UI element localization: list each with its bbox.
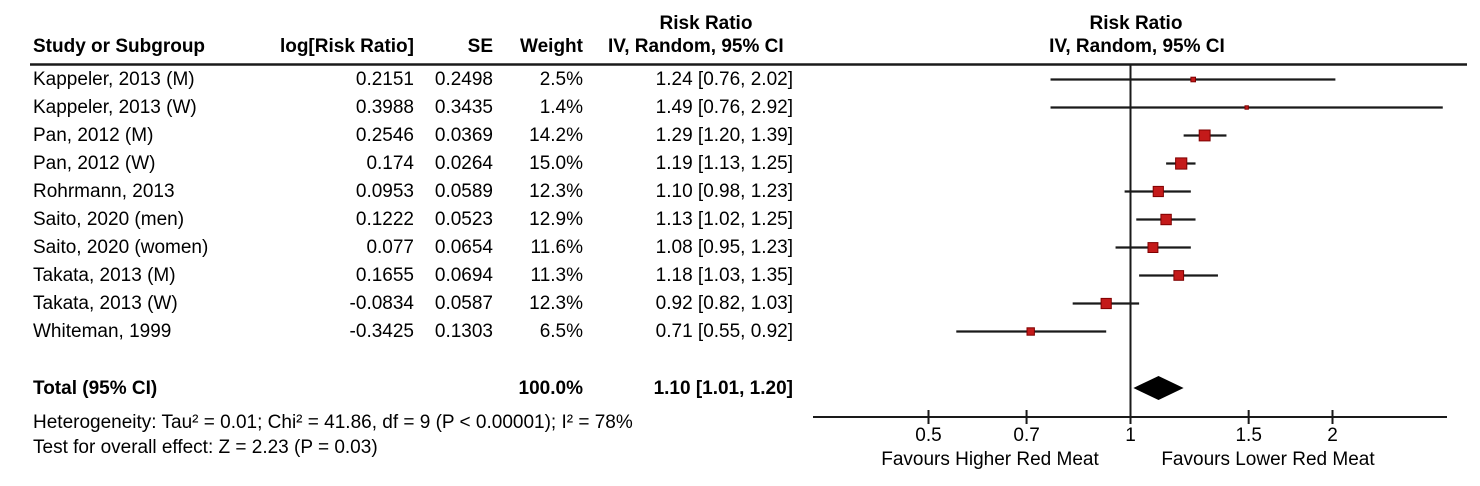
- heterogeneity-text: Heterogeneity: Tau² = 0.01; Chi² = 41.86…: [33, 412, 633, 433]
- study-label: Kappeler, 2013 (M): [33, 68, 195, 90]
- study-label: Takata, 2013 (M): [33, 264, 176, 286]
- study-marker: [1198, 129, 1211, 142]
- se-value: 0.0264: [434, 152, 493, 174]
- ci-text: 1.18 [1.03, 1.35]: [655, 264, 793, 286]
- axis-tick-label: 0.5: [915, 425, 942, 446]
- log-rr-value: 0.1222: [355, 208, 414, 230]
- log-rr-value: 0.2546: [355, 124, 414, 146]
- axis-tick-label: 2: [1327, 425, 1338, 446]
- weight-value: 11.6%: [530, 236, 583, 258]
- favours-right-label: Favours Lower Red Meat: [1161, 449, 1375, 470]
- weight-value: 6.5%: [539, 320, 583, 342]
- weight-value: 12.3%: [529, 292, 583, 314]
- axis-tick-label: 0.7: [1013, 425, 1040, 446]
- table-effect-header-line1: Risk Ratio: [659, 13, 753, 34]
- ci-text: 1.08 [0.95, 1.23]: [655, 236, 793, 258]
- study-label: Pan, 2012 (M): [33, 124, 154, 146]
- study-label: Kappeler, 2013 (W): [33, 96, 197, 118]
- plot-header-line2: IV, Random, 95% CI: [1049, 36, 1225, 57]
- study-marker: [1190, 76, 1197, 83]
- study-label: Rohrmann, 2013: [33, 180, 175, 202]
- study-marker: [1026, 327, 1035, 336]
- overall-effect-text: Test for overall effect: Z = 2.23 (P = 0…: [33, 437, 378, 458]
- study-marker: [1173, 270, 1185, 281]
- column-header-effect-ci: IV, Random, 95% CI: [608, 36, 784, 57]
- weight-value: 15.0%: [529, 152, 583, 174]
- column-header-log-risk-ratio: log[Risk Ratio]: [279, 36, 414, 57]
- column-header-study: Study or Subgroup: [33, 36, 206, 57]
- ci-text: 0.71 [0.55, 0.92]: [655, 320, 793, 342]
- column-header-weight: Weight: [520, 36, 583, 57]
- se-value: 0.0369: [434, 124, 493, 146]
- se-value: 0.0523: [434, 208, 493, 230]
- study-label: Saito, 2020 (men): [33, 208, 185, 230]
- axis-tick-label: 1: [1125, 425, 1136, 446]
- se-value: 0.0589: [434, 180, 493, 202]
- total-label: Total (95% CI): [33, 378, 158, 399]
- ci-text: 1.10 [0.98, 1.23]: [655, 180, 793, 202]
- ci-text: 0.92 [0.82, 1.03]: [655, 292, 793, 314]
- weight-value: 11.3%: [530, 264, 583, 286]
- plot-header-line1: Risk Ratio: [1089, 13, 1183, 34]
- ci-text: 1.29 [1.20, 1.39]: [655, 124, 793, 146]
- study-label: Takata, 2013 (W): [33, 292, 178, 314]
- study-marker: [1152, 185, 1164, 198]
- se-value: 0.0694: [434, 264, 493, 286]
- weight-value: 12.3%: [529, 180, 583, 202]
- log-rr-value: 0.174: [366, 152, 414, 174]
- total-diamond: [1133, 376, 1184, 400]
- study-marker: [1244, 105, 1249, 110]
- ci-text: 1.19 [1.13, 1.25]: [655, 152, 793, 174]
- se-value: 0.0587: [434, 292, 493, 314]
- study-marker: [1160, 213, 1172, 226]
- log-rr-value: -0.3425: [349, 320, 414, 342]
- study-label: Whiteman, 1999: [33, 320, 172, 342]
- ci-text: 1.49 [0.76, 2.92]: [655, 96, 793, 118]
- log-rr-value: 0.3988: [355, 96, 414, 118]
- weight-value: 2.5%: [539, 68, 583, 90]
- column-header-se: SE: [467, 36, 493, 57]
- log-rr-value: 0.2151: [355, 68, 414, 90]
- se-value: 0.3435: [434, 96, 493, 118]
- log-rr-value: 0.1655: [355, 264, 414, 286]
- weight-value: 1.4%: [539, 96, 583, 118]
- total-weight-value: 100.0%: [518, 378, 583, 399]
- axis-tick-label: 1.5: [1235, 425, 1262, 446]
- total-ci-text: 1.10 [1.01, 1.20]: [653, 378, 793, 399]
- favours-left-label: Favours Higher Red Meat: [881, 449, 1099, 470]
- study-marker: [1100, 297, 1112, 310]
- weight-value: 12.9%: [529, 208, 583, 230]
- study-label: Saito, 2020 (women): [33, 236, 209, 258]
- se-value: 0.2498: [434, 68, 493, 90]
- log-rr-value: -0.0834: [349, 292, 414, 314]
- ci-text: 1.24 [0.76, 2.02]: [655, 68, 793, 90]
- weight-value: 14.2%: [529, 124, 583, 146]
- log-rr-value: 0.077: [366, 236, 414, 258]
- study-marker: [1147, 242, 1159, 254]
- log-rr-value: 0.0953: [355, 180, 414, 202]
- se-value: 0.0654: [434, 236, 493, 258]
- se-value: 0.1303: [434, 320, 493, 342]
- study-marker: [1175, 157, 1188, 170]
- ci-text: 1.13 [1.02, 1.25]: [655, 208, 793, 230]
- study-label: Pan, 2012 (W): [33, 152, 156, 174]
